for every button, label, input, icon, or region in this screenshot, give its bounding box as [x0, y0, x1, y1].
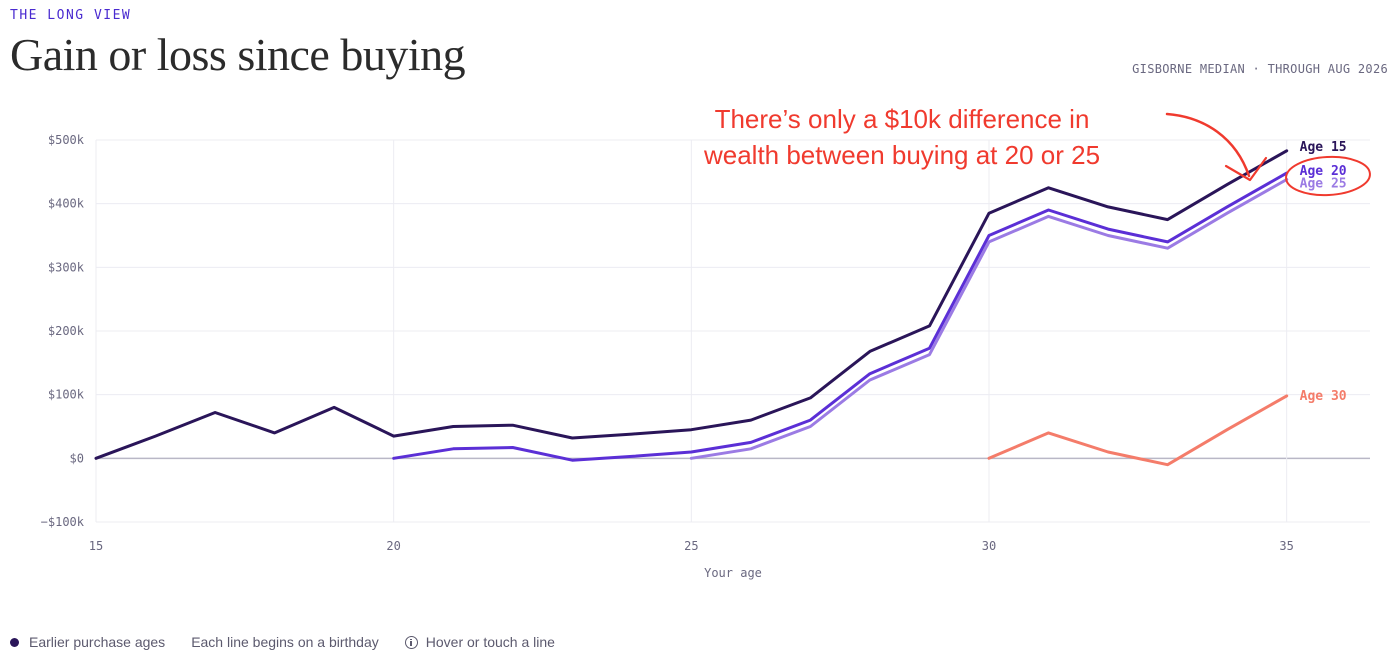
x-tick-label: 25 [684, 539, 698, 553]
series-label-age-15: Age 15 [1300, 140, 1347, 155]
series-label-age-25: Age 25 [1300, 176, 1347, 191]
x-tick-label: 30 [982, 539, 996, 553]
info-icon [404, 635, 418, 649]
annotation-circle [1285, 155, 1371, 197]
y-tick-label: $300k [48, 260, 85, 274]
series-line-age-25[interactable] [689, 178, 1289, 460]
footer-note: Each line begins on a birthday [191, 634, 379, 650]
x-tick-label: 20 [386, 539, 400, 553]
y-tick-label: $100k [48, 388, 85, 402]
annotation-arrowhead [1224, 156, 1268, 182]
series-line-age-15[interactable] [94, 149, 1289, 460]
chart-footer: Earlier purchase ages Each line begins o… [10, 634, 581, 650]
x-tick-label: 15 [89, 539, 103, 553]
annotation-line-1: There’s only a $10k difference in [715, 104, 1090, 134]
hover-hint-text: Hover or touch a line [425, 634, 555, 650]
series-label-age-30: Age 30 [1300, 389, 1347, 404]
y-tick-label: −$100k [41, 515, 85, 529]
annotation: There’s only a $10k difference in wealth… [703, 104, 1371, 197]
series-label-age-20: Age 20 [1300, 164, 1347, 179]
y-tick-label: $500k [48, 133, 85, 147]
hover-hint: Hover or touch a line [404, 634, 555, 650]
footer-note-text: Each line begins on a birthday [191, 634, 379, 650]
series-line-age-20[interactable] [392, 171, 1289, 462]
y-tick-label: $0 [70, 451, 84, 465]
y-tick-label: $400k [48, 197, 85, 211]
chart-series [94, 149, 1289, 467]
series-line-age-30[interactable] [987, 394, 1289, 467]
annotation-arrow [1165, 112, 1251, 178]
x-axis-label: Your age [704, 566, 762, 580]
annotation-line-2: wealth between buying at 20 or 25 [703, 140, 1100, 170]
legend-item: Earlier purchase ages [10, 634, 165, 650]
y-axis-ticks: $500k $400k $300k $200k $100k $0 −$100k [41, 133, 85, 529]
line-chart: $500k $400k $300k $200k $100k $0 −$100k 15 20 25… [41, 104, 1371, 580]
legend-dot-icon [10, 637, 19, 647]
page-title: Gain or loss since buying [10, 29, 466, 80]
chart-grid [95, 139, 1370, 523]
legend-label: Earlier purchase ages [29, 634, 166, 650]
y-tick-label: $200k [48, 324, 85, 338]
source-note: GISBORNE MEDIAN · THROUGH AUG 2026 [1132, 62, 1388, 76]
x-tick-label: 35 [1279, 539, 1293, 553]
x-axis-ticks: 15 20 25 30 35 [89, 539, 1294, 553]
kicker: THE LONG VIEW [10, 8, 132, 23]
